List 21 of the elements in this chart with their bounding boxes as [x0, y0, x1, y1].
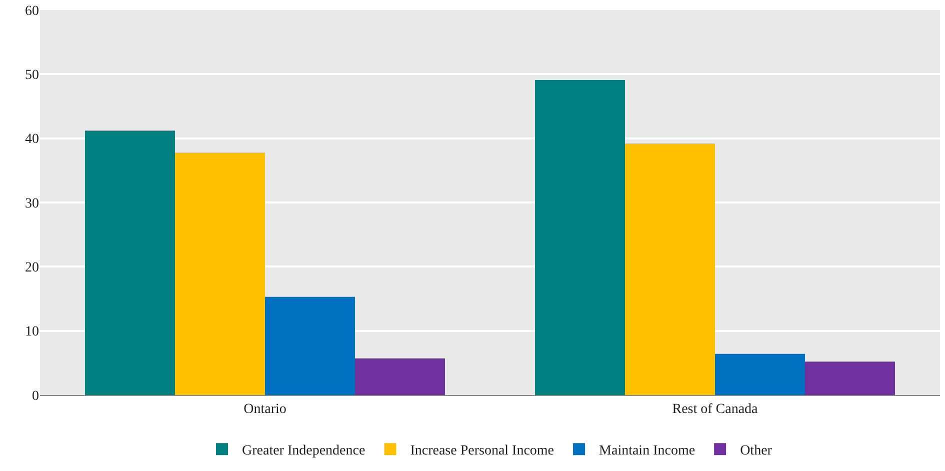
y-tick-label: 20: [25, 260, 39, 276]
y-tick-label: 50: [25, 68, 39, 84]
bar: [355, 358, 445, 395]
y-tick-label: 10: [25, 324, 39, 340]
bar: [715, 354, 805, 395]
y-tick-label: 0: [32, 388, 39, 404]
legend-label: Maintain Income: [599, 444, 696, 459]
legend-label: Other: [740, 444, 772, 459]
bar: [175, 152, 265, 395]
bar: [265, 296, 355, 395]
bar: [535, 80, 625, 395]
y-tick-label: 40: [25, 132, 39, 148]
bar: [625, 143, 715, 395]
x-tick-label: Rest of Canada: [672, 402, 759, 417]
legend-label: Increase Personal Income: [410, 444, 554, 459]
legend-label: Greater Independence: [242, 444, 366, 459]
y-tick-label: 60: [25, 4, 39, 19]
y-tick-label: 30: [25, 196, 39, 212]
x-tick-label: Ontario: [244, 402, 286, 417]
bar: [805, 362, 895, 395]
bar: [85, 130, 175, 395]
